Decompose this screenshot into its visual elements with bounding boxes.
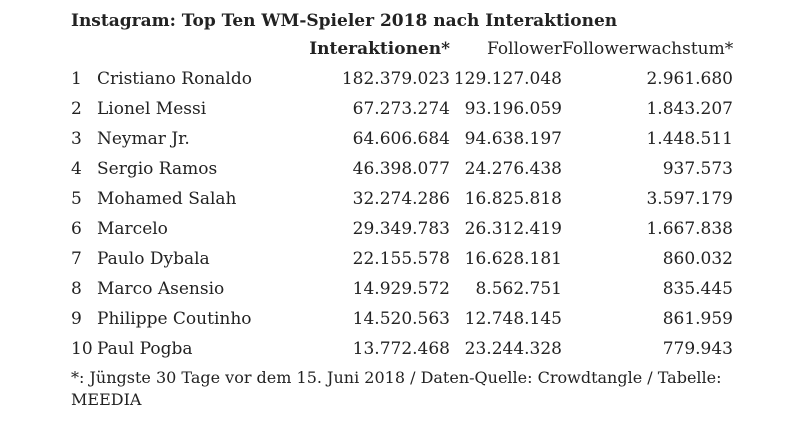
growth-cell: 779.943 [662, 339, 733, 359]
rank-cell: 4 [71, 159, 82, 179]
interactions-cell: 64.606.684 [352, 129, 450, 149]
table-row: 2 Lionel Messi 67.273.274 93.196.059 1.843.2… [71, 94, 733, 124]
player-name-cell: Mohamed Salah [97, 189, 237, 209]
growth-cell: 860.032 [662, 249, 733, 269]
interactions-cell: 182.379.023 [341, 69, 450, 89]
table-row: 10 Paul Pogba 13.772.468 23.244.328 779.943 [71, 334, 733, 364]
header-followers: Follower [487, 39, 562, 59]
rank-cell: 3 [71, 129, 82, 149]
interactions-cell: 32.274.286 [352, 189, 450, 209]
rank-cell: 2 [71, 99, 82, 119]
interactions-cell: 67.273.274 [352, 99, 450, 119]
rank-cell: 8 [71, 279, 82, 299]
followers-cell: 16.628.181 [464, 249, 562, 269]
player-name-cell: Sergio Ramos [97, 159, 218, 179]
header-row: Interaktionen* Follower Followerwachstum… [71, 34, 733, 64]
header-rank [71, 34, 97, 64]
followers-cell: 16.825.818 [464, 189, 562, 209]
interactions-cell: 29.349.783 [352, 219, 450, 239]
interactions-cell: 46.398.077 [352, 159, 450, 179]
followers-cell: 23.244.328 [464, 339, 562, 359]
rank-cell: 6 [71, 219, 82, 239]
table-title: Instagram: Top Ten WM-Spieler 2018 nach … [71, 11, 618, 31]
table-row: 5 Mohamed Salah 32.274.286 16.825.818 3.597.… [71, 184, 733, 214]
player-name-cell: Philippe Coutinho [97, 309, 252, 329]
interactions-cell: 14.929.572 [352, 279, 450, 299]
interactions-cell: 13.772.468 [352, 339, 450, 359]
interactions-cell: 14.520.563 [352, 309, 450, 329]
player-name-cell: Cristiano Ronaldo [97, 69, 252, 89]
footnote: *: Jüngste 30 Tage vor dem 15. Juni 2018… [71, 368, 722, 409]
growth-cell: 3.597.179 [646, 189, 733, 209]
header-growth: Followerwachstum* [562, 39, 734, 59]
rank-cell: 7 [71, 249, 82, 269]
rank-cell: 5 [71, 189, 82, 209]
rank-cell: 1 [71, 69, 82, 89]
followers-cell: 129.127.048 [453, 69, 562, 89]
growth-cell: 2.961.680 [646, 69, 733, 89]
followers-cell: 93.196.059 [464, 99, 562, 119]
growth-cell: 1.843.207 [646, 99, 733, 119]
growth-cell: 1.667.838 [646, 219, 733, 239]
rank-cell: 10 [71, 339, 93, 359]
table-row: 6 Marcelo 29.349.783 26.312.419 1.667.838 [71, 214, 733, 244]
followers-cell: 26.312.419 [464, 219, 562, 239]
followers-cell: 12.748.145 [464, 309, 562, 329]
table-row: 8 Marco Asensio 14.929.572 8.562.751 835.445 [71, 274, 733, 304]
followers-cell: 24.276.438 [464, 159, 562, 179]
table-row: 3 Neymar Jr. 64.606.684 94.638.197 1.448.511 [71, 124, 733, 154]
table-row: 7 Paulo Dybala 22.155.578 16.628.181 860.032 [71, 244, 733, 274]
table-row: 1 Cristiano Ronaldo 182.379.023 129.127.048… [71, 64, 733, 94]
growth-cell: 1.448.511 [646, 129, 733, 149]
table-row: 4 Sergio Ramos 46.398.077 24.276.438 937.573 [71, 154, 733, 184]
player-name-cell: Lionel Messi [97, 99, 207, 119]
table-container: Instagram: Top Ten WM-Spieler 2018 nach … [71, 8, 739, 411]
player-name-cell: Marcelo [97, 219, 168, 239]
followers-cell: 8.562.751 [475, 279, 562, 299]
ranking-table: Interaktionen* Follower Followerwachstum… [71, 34, 733, 364]
header-name [97, 34, 302, 64]
growth-cell: 835.445 [662, 279, 733, 299]
growth-cell: 861.959 [662, 309, 733, 329]
interactions-cell: 22.155.578 [352, 249, 450, 269]
player-name-cell: Neymar Jr. [97, 129, 190, 149]
followers-cell: 94.638.197 [464, 129, 562, 149]
rank-cell: 9 [71, 309, 82, 329]
player-name-cell: Paulo Dybala [97, 249, 210, 269]
growth-cell: 937.573 [662, 159, 733, 179]
player-name-cell: Marco Asensio [97, 279, 225, 299]
header-interactions: Interaktionen* [309, 39, 450, 59]
table-row: 9 Philippe Coutinho 14.520.563 12.748.145 86… [71, 304, 733, 334]
player-name-cell: Paul Pogba [97, 339, 193, 359]
